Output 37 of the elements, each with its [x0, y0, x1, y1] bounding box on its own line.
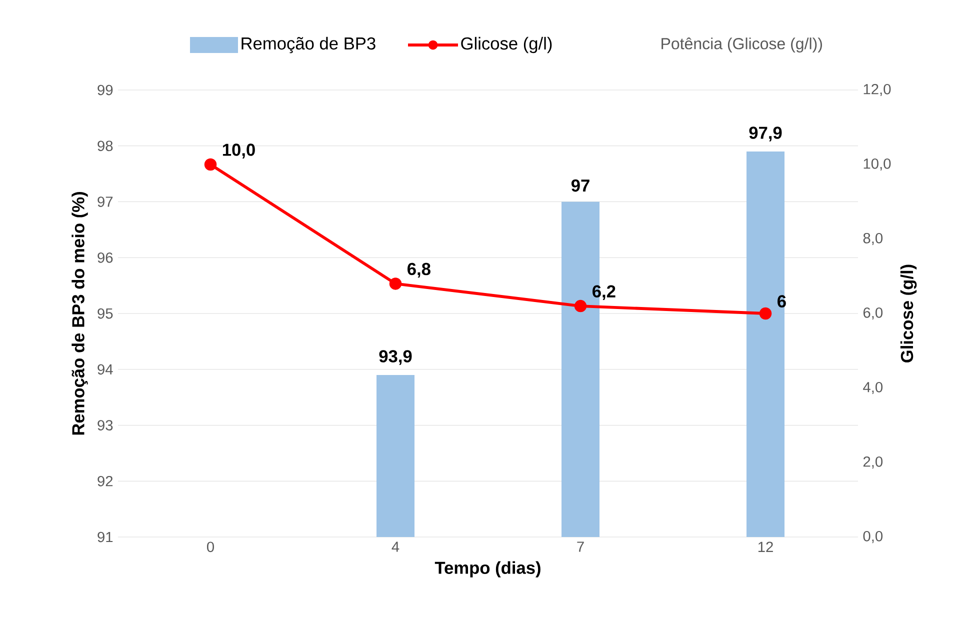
y2-tick-label: 12,0: [864, 84, 891, 96]
y-tick-label: 91: [98, 532, 113, 542]
point: [389, 278, 402, 290]
x-tick-label: 4: [392, 542, 400, 552]
legend-label: Glicose (g/l): [461, 36, 552, 54]
y-tick-label: 97: [98, 196, 113, 207]
x-tick-label: 0: [206, 542, 214, 552]
y2-tick-label: 6,0: [863, 307, 883, 320]
y-tick-label: 98: [98, 140, 113, 152]
data-label: 10,0: [222, 144, 255, 158]
y2-tick-label: 10,0: [864, 158, 891, 171]
y-tick-label: 99: [98, 84, 113, 96]
x-axis-title: Tempo (dias): [434, 561, 540, 578]
legend-label: Remoção de BP3: [242, 36, 376, 54]
y-tick-label: 92: [98, 476, 113, 486]
y-tick-label: 94: [98, 364, 113, 375]
point: [574, 300, 587, 312]
data-label: 6,8: [408, 262, 430, 278]
y-tick-label: 96: [98, 252, 113, 263]
y-tick-label: 93: [98, 420, 113, 430]
text: Potência (Glicose (g/l)): [662, 38, 822, 52]
data-label: 93,9: [379, 350, 412, 365]
y2-tick-label: 4,0: [863, 382, 883, 394]
y2-tick-label: 8,0: [863, 232, 883, 246]
point: [759, 307, 772, 320]
y2-axis-title: Glicose (g/l): [900, 264, 917, 362]
data-label: 6: [778, 295, 786, 308]
data-label: 97,9: [749, 126, 782, 142]
x-tick-label: 7: [577, 542, 584, 552]
data-label: 97: [571, 179, 590, 192]
x-tick-label: 12: [758, 542, 773, 552]
y2-tick-label: 2,0: [863, 456, 883, 469]
point: [204, 158, 217, 171]
data-label: 6,2: [592, 285, 616, 300]
y-axis-title: Remoção de BP3 do meio (%): [72, 192, 88, 435]
y-tick-label: 95: [98, 308, 113, 319]
y2-tick-label: 0,0: [863, 530, 883, 544]
